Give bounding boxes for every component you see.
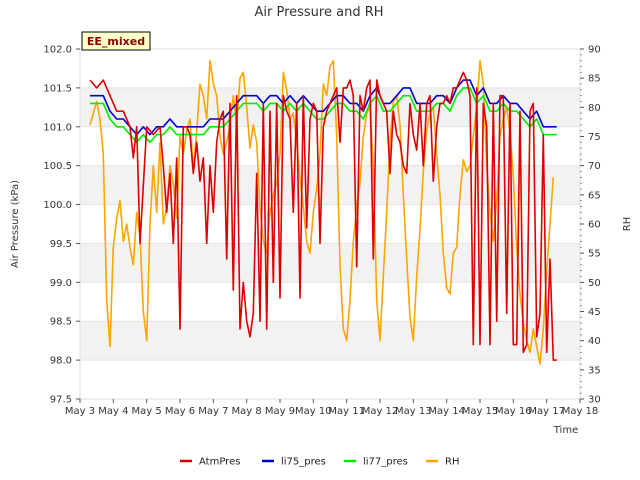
badge-label: EE_mixed [87, 35, 145, 48]
grid-band [80, 321, 580, 361]
y-tick-label: 99.5 [50, 239, 72, 250]
series-layer [89, 59, 557, 365]
y2-tick-label: 45 [588, 307, 601, 318]
x-tick-label: May 6 [165, 406, 195, 417]
y2-tick-label: 30 [588, 395, 601, 406]
series-line-atmpres [89, 71, 557, 361]
y-tick-label: 98.5 [50, 317, 72, 328]
y2-tick-label: 85 [588, 74, 601, 85]
x-tick-label: May 13 [395, 406, 432, 417]
grid-band [80, 87, 580, 127]
legend-label: li77_pres [363, 457, 408, 468]
plot-bands [80, 48, 580, 400]
x-tick-label: May 11 [328, 406, 365, 417]
y2-tick-label: 65 [588, 190, 601, 201]
y-tick-label: 100.0 [43, 200, 72, 211]
y-tick-label: 98.0 [50, 356, 72, 367]
x-tick-label: May 12 [362, 406, 399, 417]
x-tick-label: May 18 [562, 406, 599, 417]
x-tick-label: May 10 [295, 406, 332, 417]
x-tick-label: May 3 [65, 406, 95, 417]
x-tick-label: May 14 [428, 406, 465, 417]
y-tick-label: 101.0 [43, 122, 72, 133]
series-line-li75-pres [90, 79, 557, 136]
x-tick-label: May 16 [495, 406, 532, 417]
ee-mixed-badge: EE_mixed [81, 31, 151, 51]
x-tick-label: May 4 [98, 406, 128, 417]
y-axis-title: Air Pressure (kPa) [10, 180, 21, 268]
x-tick-label: May 8 [232, 406, 262, 417]
y-tick-label: 100.5 [43, 161, 72, 172]
y2-tick-label: 40 [588, 336, 601, 347]
x-tick-label: May 9 [265, 406, 295, 417]
y-tick-label: 97.5 [50, 395, 72, 406]
y2-axis-title: RH [622, 217, 633, 231]
y-tick-label: 99.0 [50, 278, 72, 289]
y2-tick-label: 80 [588, 103, 601, 114]
x-tick-label: May 15 [462, 406, 499, 417]
chart-title: Air Pressure and RH [254, 5, 383, 20]
series-line-li77-pres [90, 87, 557, 144]
y-tick-label: 102.0 [43, 45, 72, 56]
axes-layer: May 3 May 4 May 5 May 6 May 7 May 8 May 9 May 1… [43, 45, 600, 418]
y2-tick-label: 50 [588, 278, 601, 289]
x-axis-title: Time [553, 425, 578, 436]
legend: AtmPres li75_pres li77_pres RH [180, 457, 459, 468]
y-tick-label: 101.5 [43, 83, 72, 94]
y2-tick-label: 90 [588, 45, 601, 56]
legend-label: RH [445, 457, 459, 468]
x-tick-label: May 17 [528, 406, 565, 417]
y2-tick-label: 70 [588, 161, 601, 172]
y2-tick-label: 35 [588, 365, 601, 376]
legend-label: AtmPres [199, 457, 240, 468]
x-tick-label: May 5 [132, 406, 162, 417]
x-tick-label: May 7 [198, 406, 228, 417]
legend-label: li75_pres [281, 457, 326, 468]
y2-tick-label: 60 [588, 220, 601, 231]
badge-box [81, 31, 151, 51]
y2-tick-label: 75 [588, 132, 601, 143]
y2-tick-label: 55 [588, 249, 601, 260]
